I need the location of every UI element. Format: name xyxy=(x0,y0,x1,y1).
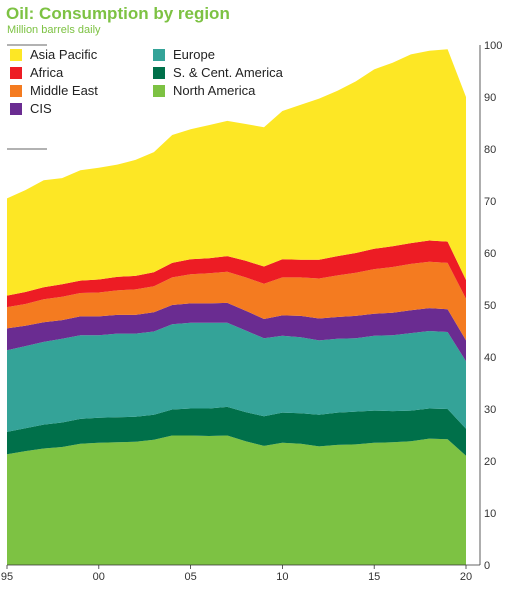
legend-label: Africa xyxy=(30,65,64,80)
legend: Asia Pacific Africa Middle East CIS Euro… xyxy=(0,0,529,120)
y-tick-label: 90 xyxy=(484,92,496,104)
area-cis xyxy=(7,302,466,362)
y-tick-label: 50 xyxy=(484,300,496,312)
legend-item-s-cent-america: S. & Cent. America xyxy=(153,65,283,80)
x-tick-label: 05 xyxy=(184,571,196,583)
legend-swatch xyxy=(153,66,165,79)
x-tick-label: 95 xyxy=(1,571,13,583)
area-north-america xyxy=(7,435,466,565)
legend-label: CIS xyxy=(30,101,52,116)
chart-title: Oil: Consumption by region xyxy=(6,4,230,23)
legend-item-asia-pacific: Asia Pacific xyxy=(10,47,97,62)
legend-swatch xyxy=(10,84,22,97)
x-tick-label: 00 xyxy=(93,571,105,583)
x-tick-label: 20 xyxy=(460,571,472,583)
y-tick-label: 30 xyxy=(484,404,496,416)
x-tick-label: 10 xyxy=(276,571,288,583)
legend-item-cis: CIS xyxy=(10,101,52,116)
legend-label: S. & Cent. America xyxy=(173,65,283,80)
y-tick-label: 60 xyxy=(484,248,496,260)
legend-swatch xyxy=(10,48,22,61)
area-europe xyxy=(7,322,466,432)
area-s-cent-america xyxy=(7,406,466,456)
y-tick-label: 70 xyxy=(484,196,496,208)
legend-swatch xyxy=(10,66,22,79)
y-tick-label: 10 xyxy=(484,508,496,520)
chart-subtitle: Million barrels daily xyxy=(7,24,101,36)
legend-item-europe: Europe xyxy=(153,47,215,62)
y-tick-label: 80 xyxy=(484,144,496,156)
y-tick-label: 40 xyxy=(484,352,496,364)
area-asia-pacific xyxy=(7,49,466,296)
legend-swatch xyxy=(153,48,165,61)
y-tick-label: 100 xyxy=(484,40,502,52)
legend-label: Europe xyxy=(173,47,215,62)
y-tick-label: 0 xyxy=(484,560,490,572)
legend-swatch xyxy=(10,102,22,115)
legend-label: Middle East xyxy=(30,83,98,98)
legend-label: North America xyxy=(173,83,256,98)
area-africa xyxy=(7,240,466,308)
x-tick-label: 15 xyxy=(368,571,380,583)
y-tick-label: 20 xyxy=(484,456,496,468)
legend-item-north-america: North America xyxy=(153,83,255,98)
legend-item-africa: Africa xyxy=(10,65,63,80)
legend-label: Asia Pacific xyxy=(30,47,98,62)
legend-item-middle-east: Middle East xyxy=(10,83,98,98)
legend-swatch xyxy=(153,84,165,97)
area-middle-east xyxy=(7,261,466,341)
